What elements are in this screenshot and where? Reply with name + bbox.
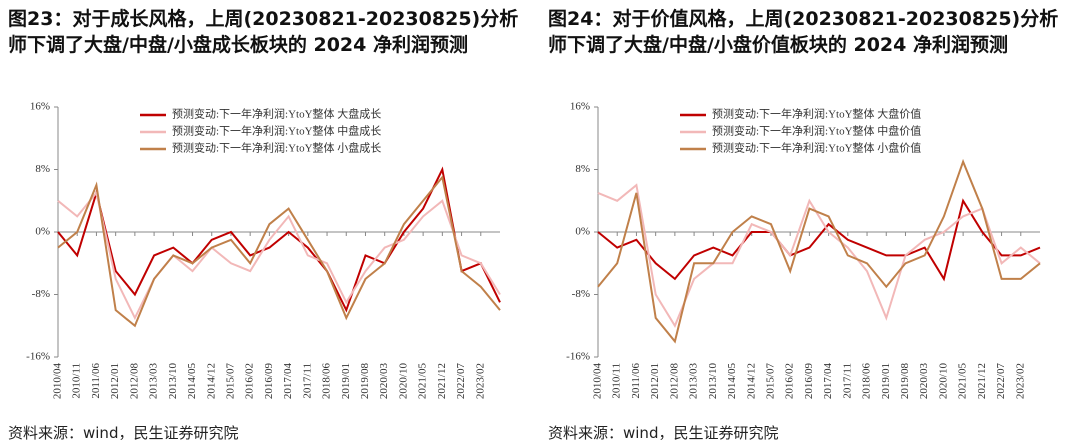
series-line	[597, 198, 1041, 282]
source: 资料来源：wind，民生证券研究院	[548, 424, 779, 442]
y-tick-label: -16%	[26, 351, 50, 363]
y-tick-label: 0%	[575, 226, 590, 238]
chart: 16% 8% 0% -8% -16%2010/04 2010/11 2011/06 2012/…	[26, 101, 501, 400]
chart-title: 图23：对于成长风格，上周(20230821-20230825)分析师下调了大盘…	[8, 8, 519, 56]
x-tick-label: 2019/08	[359, 363, 371, 400]
x-tick-label: 2015/07	[224, 363, 236, 400]
x-tick-label: 2016/09	[263, 363, 275, 400]
x-tick-label: 2010/04	[592, 363, 604, 400]
legend-label: 预测变动:下一年净利润:YtoY整体 大盘价值	[712, 107, 921, 121]
x-tick-label: 2020/10	[397, 363, 409, 400]
x-tick-label: 2014/12	[205, 363, 217, 399]
x-tick-label: 2022/07	[995, 363, 1007, 400]
x-tick-label: 2017/11	[841, 363, 853, 399]
x-tick-label: 2014/05	[726, 363, 738, 400]
x-tick-label: 2018/06	[321, 363, 333, 400]
x-tick-label: 2012/01	[109, 363, 121, 399]
legend-label: 预测变动:下一年净利润:YtoY整体 小盘价值	[712, 141, 921, 155]
x-tick-label: 2011/06	[90, 363, 102, 399]
x-tick-label: 2013/10	[167, 363, 179, 400]
legend-label: 预测变动:下一年净利润:YtoY整体 中盘成长	[172, 124, 381, 138]
x-tick-label: 2017/04	[822, 363, 834, 400]
y-tick-label: 8%	[575, 163, 590, 175]
chart-panel: 图24：对于价值风格，上周(20230821-20230825)分析师下调了大盘…	[540, 0, 1080, 445]
x-tick-label: 2022/07	[455, 363, 467, 400]
source: 资料来源：wind，民生证券研究院	[8, 424, 239, 442]
x-tick-label: 2012/01	[649, 363, 661, 399]
y-tick-label: -16%	[566, 351, 590, 363]
x-tick-label: 2010/04	[52, 363, 64, 400]
x-tick-label: 2017/11	[301, 363, 313, 399]
series-line	[597, 158, 1041, 344]
y-tick-label: 0%	[35, 226, 50, 238]
x-tick-label: 2018/06	[861, 363, 873, 400]
x-tick-label: 2019/01	[880, 363, 892, 399]
y-tick-label: 16%	[30, 101, 50, 113]
x-tick-label: 2020/10	[937, 363, 949, 400]
series-line	[597, 183, 1041, 329]
y-tick-label: -8%	[572, 288, 590, 300]
chart-title: 图24：对于价值风格，上周(20230821-20230825)分析师下调了大盘…	[548, 8, 1059, 56]
legend-label: 预测变动:下一年净利润:YtoY整体 中盘价值	[712, 124, 921, 138]
legend-label: 预测变动:下一年净利润:YtoY整体 小盘成长	[172, 141, 381, 155]
x-tick-label: 2020/03	[378, 363, 390, 400]
legend-label: 预测变动:下一年净利润:YtoY整体 大盘成长	[172, 107, 381, 121]
x-tick-label: 2010/11	[611, 363, 623, 399]
x-tick-label: 2016/02	[784, 363, 796, 399]
chart-panel: 图23：对于成长风格，上周(20230821-20230825)分析师下调了大盘…	[8, 8, 519, 442]
x-tick-label: 2013/10	[707, 363, 719, 400]
x-tick-label: 2016/02	[244, 363, 256, 399]
x-tick-label: 2013/03	[688, 363, 700, 400]
series-line	[57, 166, 501, 313]
x-tick-label: 2019/01	[340, 363, 352, 399]
x-tick-label: 2012/08	[128, 363, 140, 400]
x-tick-label: 2021/05	[417, 363, 429, 400]
y-tick-label: -8%	[32, 288, 50, 300]
x-tick-label: 2014/05	[186, 363, 198, 400]
series-line	[57, 190, 501, 321]
series-line	[57, 175, 501, 328]
x-tick-label: 2019/08	[899, 363, 911, 400]
x-tick-label: 2010/11	[71, 363, 83, 399]
x-tick-label: 2023/02	[1014, 363, 1026, 399]
chart: 16% 8% 0% -8% -16%2010/04 2010/11 2011/06 2012/…	[566, 101, 1041, 400]
x-tick-label: 2023/02	[474, 363, 486, 399]
x-tick-label: 2016/09	[803, 363, 815, 400]
x-tick-label: 2021/12	[976, 363, 988, 399]
x-tick-label: 2011/06	[630, 363, 642, 399]
y-tick-label: 8%	[35, 163, 50, 175]
y-tick-label: 16%	[570, 101, 590, 113]
x-tick-label: 2021/05	[957, 363, 969, 400]
x-tick-label: 2015/07	[764, 363, 776, 400]
x-tick-label: 2014/12	[745, 363, 757, 399]
x-tick-label: 2017/04	[282, 363, 294, 400]
x-tick-label: 2012/08	[668, 363, 680, 400]
x-tick-label: 2013/03	[148, 363, 160, 400]
x-tick-label: 2021/12	[436, 363, 448, 399]
x-tick-label: 2020/03	[918, 363, 930, 400]
